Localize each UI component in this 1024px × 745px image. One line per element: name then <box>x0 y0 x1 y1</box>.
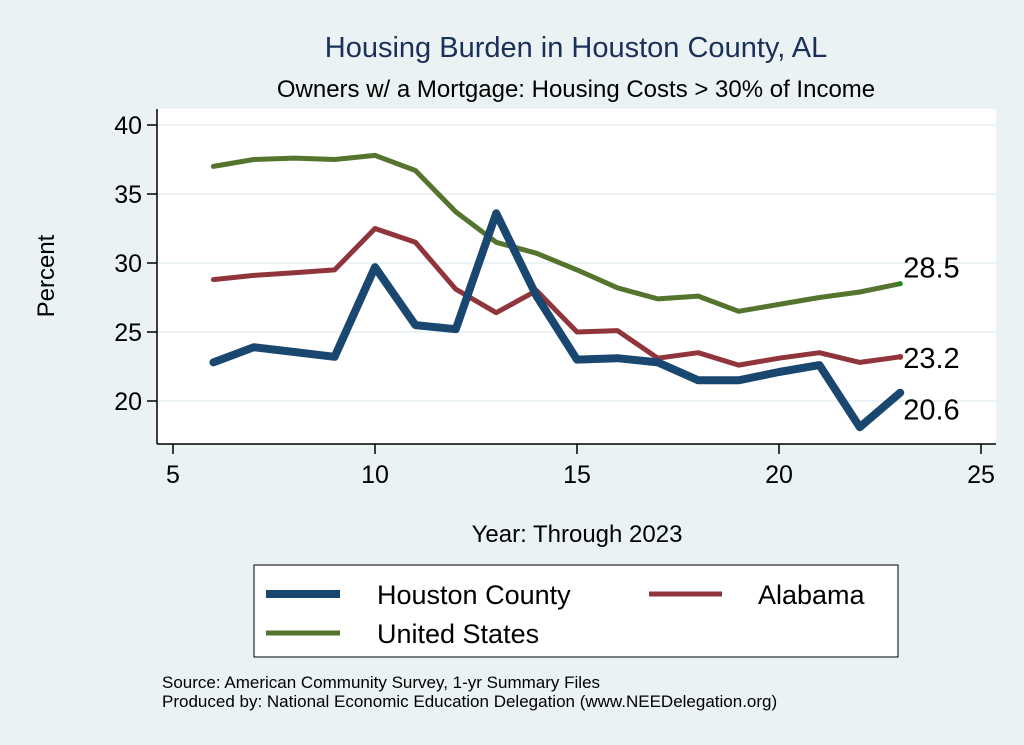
y-tick-label-30: 30 <box>114 250 142 278</box>
y-tick-label-25: 25 <box>114 319 142 347</box>
x-tick-label-15: 15 <box>563 461 591 489</box>
series-line-united-states <box>210 152 903 314</box>
end-marker-alabama <box>897 353 904 360</box>
series-lines <box>209 152 905 432</box>
end-labels: 20.6 23.2 28.5 <box>903 253 959 427</box>
x-tick-label-10: 10 <box>361 461 389 489</box>
series-line-houston-county <box>209 209 905 432</box>
legend-label-alabama: Alabama <box>758 580 866 610</box>
y-axis-title: Percent <box>33 234 60 317</box>
legend: Houston County Alabama United States <box>253 564 899 658</box>
y-tick-label-40: 40 <box>114 112 142 140</box>
end-label-houston-county: 20.6 <box>903 395 959 427</box>
legend-label-united-states: United States <box>377 619 539 649</box>
end-label-alabama: 23.2 <box>903 343 959 375</box>
end-label-united-states: 28.5 <box>903 253 959 285</box>
legend-box <box>253 564 899 658</box>
x-ticks: 5 10 15 20 25 <box>166 444 995 489</box>
producer-note: Produced by: National Economic Education… <box>162 692 777 711</box>
y-ticks: 20 25 30 35 40 <box>114 112 157 416</box>
plot-area <box>157 109 996 444</box>
chart-title: Housing Burden in Houston County, AL <box>325 32 827 64</box>
series-line-alabama <box>210 226 903 368</box>
end-marker-united-states <box>897 281 903 287</box>
y-tick-label-20: 20 <box>114 388 142 416</box>
y-tick-label-35: 35 <box>114 181 142 209</box>
chart-subtitle: Owners w/ a Mortgage: Housing Costs > 30… <box>277 76 875 103</box>
x-axis-title: Year: Through 2023 <box>472 521 683 548</box>
legend-label-houston-county: Houston County <box>377 580 571 610</box>
end-marker-houston-county <box>897 389 904 396</box>
x-tick-label-5: 5 <box>166 461 180 489</box>
x-tick-label-25: 25 <box>967 461 995 489</box>
x-tick-label-20: 20 <box>765 461 793 489</box>
source-note: Source: American Community Survey, 1-yr … <box>162 673 600 692</box>
